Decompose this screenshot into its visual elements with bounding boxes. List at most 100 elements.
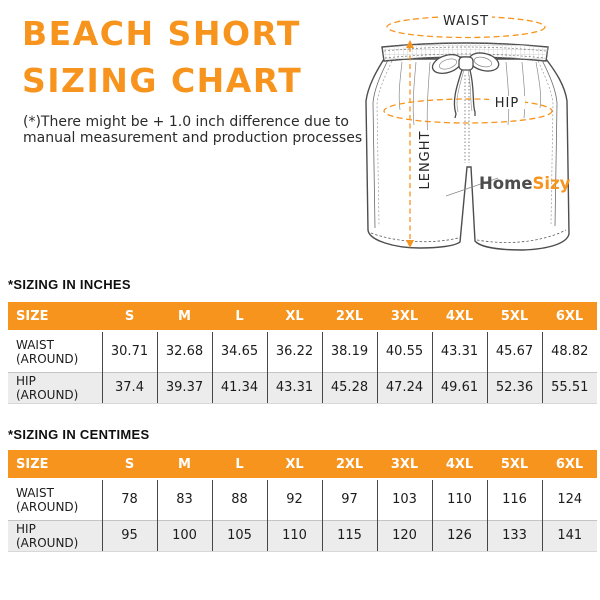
size-header-s: S bbox=[102, 450, 157, 479]
size-header-5xl: 5XL bbox=[487, 302, 542, 331]
drawstring-bow bbox=[431, 52, 500, 119]
value-cell: 115 bbox=[321, 519, 377, 552]
disclaimer-line-1: (*)There might be + 1.0 inch difference … bbox=[23, 114, 349, 130]
size-header-xl: XL bbox=[267, 450, 322, 479]
waistband-stitch-top bbox=[383, 46, 547, 52]
value-cell: 36.22 bbox=[266, 330, 322, 372]
title-block: BEACH SHORT SIZING CHART bbox=[22, 10, 357, 104]
size-header-6xl: 6XL bbox=[542, 450, 597, 479]
table-row: WAIST (AROUND) 30.71 32.68 34.65 36.22 38.19 4… bbox=[8, 330, 597, 372]
section-title-centimes: *SIZING IN CENTIMES bbox=[8, 427, 150, 442]
table-row: WAIST (AROUND) 78 83 88 92 97 103 110 116 124 bbox=[8, 478, 597, 520]
value-cell: 30.71 bbox=[101, 330, 157, 372]
size-header-5xl: 5XL bbox=[487, 450, 542, 479]
disclaimer: (*)There might be + 1.0 inch difference … bbox=[23, 114, 363, 146]
row-label: HIP (AROUND) bbox=[8, 519, 102, 552]
row-label: WAIST (AROUND) bbox=[8, 478, 102, 520]
length-label: LENGHT bbox=[418, 131, 433, 190]
value-cell: 45.28 bbox=[321, 371, 377, 404]
left-side-seam bbox=[372, 59, 389, 229]
value-cell: 97 bbox=[321, 478, 377, 520]
size-header-xl: XL bbox=[267, 302, 322, 331]
value-cell: 120 bbox=[376, 519, 432, 552]
right-side-seam bbox=[541, 59, 558, 227]
value-cell: 55.51 bbox=[541, 371, 597, 404]
value-cell: 105 bbox=[211, 519, 267, 552]
value-cell: 48.82 bbox=[541, 330, 597, 372]
fly-seam bbox=[464, 75, 470, 163]
logo-sizy: Sizy bbox=[533, 174, 571, 193]
row-label: WAIST (AROUND) bbox=[8, 330, 102, 372]
value-cell: 92 bbox=[266, 478, 322, 520]
right-side-stitch bbox=[537, 60, 554, 225]
value-cell: 141 bbox=[541, 519, 597, 552]
length-label-bg bbox=[417, 130, 433, 190]
waistband-texture bbox=[382, 43, 548, 61]
size-header-m: M bbox=[157, 302, 212, 331]
value-cell: 38.19 bbox=[321, 330, 377, 372]
size-header-4xl: 4XL bbox=[432, 450, 487, 479]
left-hem-stitch bbox=[370, 232, 459, 243]
hip-label-bg bbox=[489, 96, 525, 109]
brand-logo: HomeSizy bbox=[479, 174, 571, 193]
value-cell: 88 bbox=[211, 478, 267, 520]
shorts-body-outline bbox=[365, 58, 570, 251]
header-row: SIZE S M L XL 2XL 3XL 4XL 5XL 6XL bbox=[8, 302, 597, 331]
value-cell: 78 bbox=[101, 478, 157, 520]
row-label: HIP (AROUND) bbox=[8, 371, 102, 404]
size-column-header: SIZE bbox=[8, 450, 102, 479]
title-line-1: BEACH SHORT bbox=[22, 14, 301, 53]
left-side-stitch bbox=[376, 60, 393, 227]
value-cell: 116 bbox=[486, 478, 542, 520]
value-cell: 43.31 bbox=[431, 330, 487, 372]
logo-home: Home bbox=[479, 174, 533, 193]
page-title: BEACH SHORT SIZING CHART bbox=[22, 10, 357, 104]
waist-label-bg bbox=[440, 13, 492, 27]
header-row: SIZE S M L XL 2XL 3XL 4XL 5XL 6XL bbox=[8, 450, 597, 479]
value-cell: 103 bbox=[376, 478, 432, 520]
value-cell: 126 bbox=[431, 519, 487, 552]
size-header-3xl: 3XL bbox=[377, 450, 432, 479]
value-cell: 45.67 bbox=[486, 330, 542, 372]
shorts-illustration: WAIST HIP LENGHT HomeSizy bbox=[365, 13, 571, 251]
value-cell: 110 bbox=[266, 519, 322, 552]
section-title-inches: *SIZING IN INCHES bbox=[8, 277, 131, 292]
size-header-l: L bbox=[212, 302, 267, 331]
size-header-6xl: 6XL bbox=[542, 302, 597, 331]
length-arrow-bottom bbox=[406, 240, 414, 248]
title-line-2: SIZING CHART bbox=[22, 61, 303, 100]
value-cell: 34.65 bbox=[211, 330, 267, 372]
value-cell: 39.37 bbox=[156, 371, 212, 404]
value-cell: 32.68 bbox=[156, 330, 212, 372]
value-cell: 110 bbox=[431, 478, 487, 520]
value-cell: 41.34 bbox=[211, 371, 267, 404]
value-cell: 49.61 bbox=[431, 371, 487, 404]
right-hem-stitch bbox=[476, 229, 567, 243]
waist-label: WAIST bbox=[443, 14, 489, 29]
value-cell: 43.31 bbox=[266, 371, 322, 404]
hip-label: HIP bbox=[495, 96, 519, 111]
sizing-table-centimes: SIZE S M L XL 2XL 3XL 4XL 5XL 6XL WAIST (AROUND) 78… bbox=[8, 450, 597, 552]
length-arrow-top bbox=[406, 40, 414, 48]
size-header-m: M bbox=[157, 450, 212, 479]
value-cell: 47.24 bbox=[376, 371, 432, 404]
size-header-l: L bbox=[212, 450, 267, 479]
table-row: HIP (AROUND) 95 100 105 110 115 120 126 133 141 bbox=[8, 519, 597, 552]
size-header-2xl: 2XL bbox=[322, 302, 377, 331]
waistband-stitch-bottom bbox=[384, 53, 546, 59]
hip-measure-ellipse bbox=[383, 98, 553, 124]
value-cell: 133 bbox=[486, 519, 542, 552]
size-header-4xl: 4XL bbox=[432, 302, 487, 331]
value-cell: 100 bbox=[156, 519, 212, 552]
value-cell: 37.4 bbox=[101, 371, 157, 404]
value-cell: 40.55 bbox=[376, 330, 432, 372]
fabric-wrinkles bbox=[398, 61, 541, 197]
size-column-header: SIZE bbox=[8, 302, 102, 331]
sizing-table-inches: SIZE S M L XL 2XL 3XL 4XL 5XL 6XL WAIST (AROUND) 30… bbox=[8, 302, 597, 404]
value-cell: 95 bbox=[101, 519, 157, 552]
disclaimer-line-2: manual measurement and production proces… bbox=[23, 130, 363, 146]
size-header-2xl: 2XL bbox=[322, 450, 377, 479]
value-cell: 52.36 bbox=[486, 371, 542, 404]
value-cell: 124 bbox=[541, 478, 597, 520]
measurement-annotations: WAIST HIP LENGHT bbox=[383, 13, 553, 248]
